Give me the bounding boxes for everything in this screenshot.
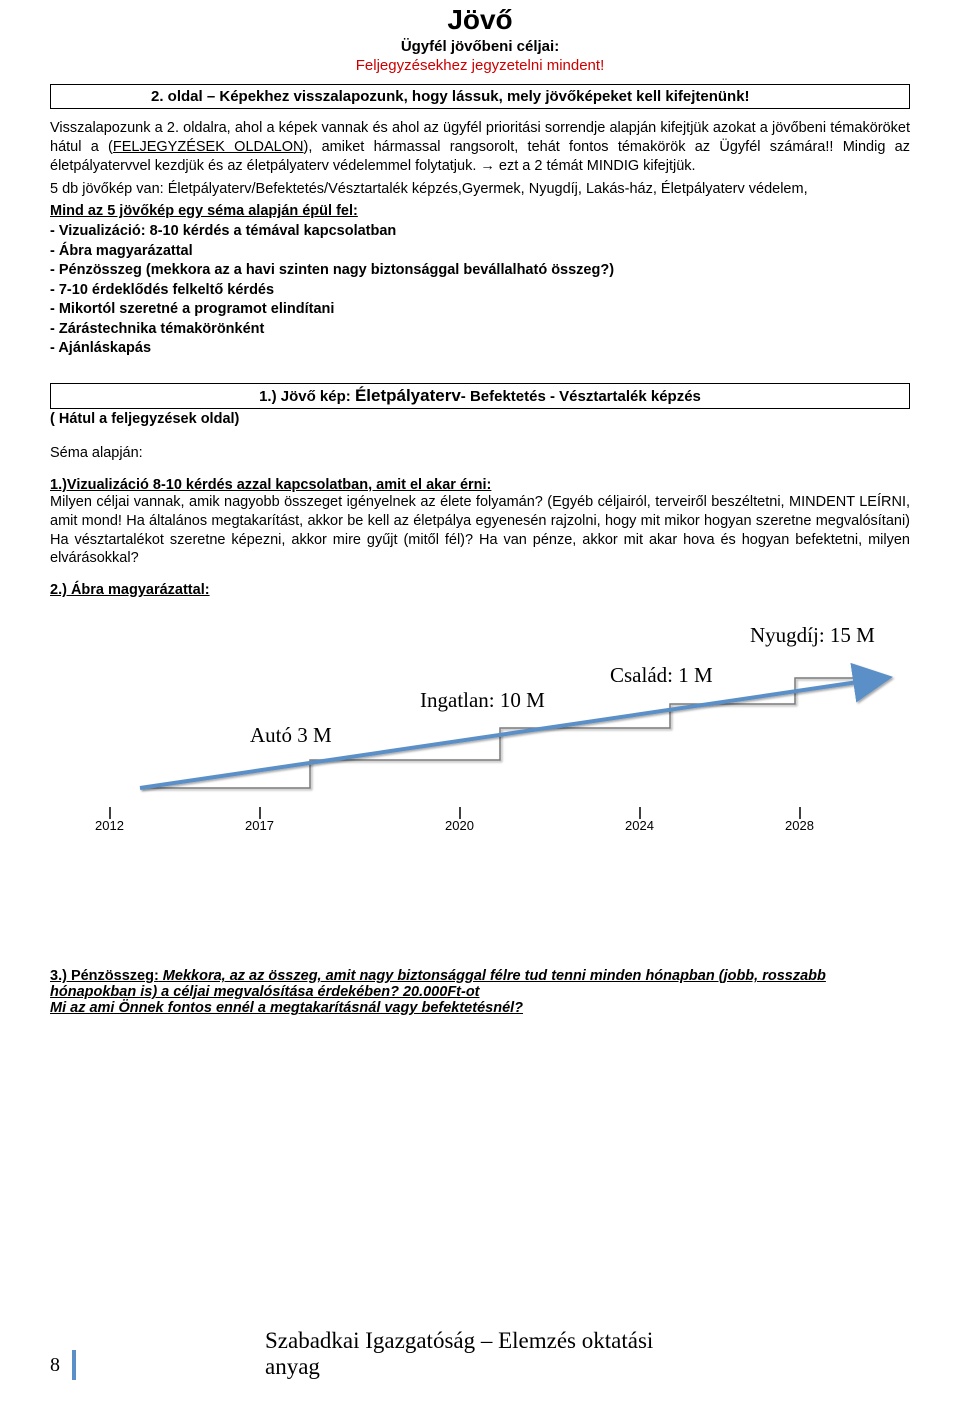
list-item: - Vizualizáció: 8-10 kérdés a témával ka… [50,223,396,239]
timeline-chart: Autó 3 M Ingatlan: 10 M Család: 1 M Nyug… [50,608,910,838]
axis-tick-label: 2012 [95,818,124,833]
schema-list: Mind az 5 jövőkép egy séma alapján épül … [50,202,910,359]
chart-step-label: Autó 3 M [250,723,332,748]
list-item: - Ajánláskapás [50,340,151,356]
chart-step-label: Nyugdíj: 15 M [750,623,875,648]
list-item: - 7-10 érdeklődés felkeltő kérdés [50,282,274,298]
footer-text: Szabadkai Igazgatóság – Elemzés oktatási… [265,1328,695,1380]
list-item: - Mikortól szeretné a programot elindíta… [50,301,334,317]
intro-paragraph: Visszalapozunk a 2. oldalra, ahol a képe… [50,119,910,176]
intro-text-c: ezt a 2 témát MINDIG kifejtjük. [495,158,696,174]
section-label-pre: 1.) Jövő kép: [259,388,355,405]
arrow-icon: → [480,158,495,174]
page-footer: 8 Szabadkai Igazgatóság – Elemzés oktatá… [50,1350,910,1380]
section-label-post: - Befektetés - Vésztartalék képzés [461,388,701,405]
axis-tick-label: 2028 [785,818,814,833]
section-heading-box: 1.) Jövő kép: Életpályaterv- Befektetés … [50,383,910,409]
list-heading: Mind az 5 jövőkép egy séma alapján épül … [50,203,358,219]
diagram-heading: 2.) Ábra magyarázattal: [50,582,910,598]
list-item: - Pénzösszeg (mekkora az a havi szinten … [50,262,614,278]
money-line2: Mi az ami Önnek fontos ennél a megtakarí… [50,1000,523,1016]
page-subtitle: Ügyfél jövőbeni céljai: [50,38,910,55]
money-lead: 3.) Pénzösszeg: [50,968,159,984]
section-label-main: Életpályaterv [355,386,461,405]
axis-tick-label: 2024 [625,818,654,833]
page-number: 8 [50,1350,76,1380]
axis-tick-label: 2020 [445,818,474,833]
schema-label: Séma alapján: [50,445,910,461]
money-question: Mekkora, az az összeg, amit nagy biztons… [50,968,826,1000]
intro-link: FELJEGYZÉSEK OLDALON [113,139,304,155]
list-item: - Ábra magyarázattal [50,243,193,259]
page-title: Jövő [50,0,910,36]
visualisation-body: Milyen céljai vannak, amik nagyobb össze… [50,493,910,568]
section-subnote: ( Hátul a feljegyzések oldal) [50,411,910,427]
chart-step-label: Család: 1 M [610,663,713,688]
money-section: 3.) Pénzösszeg: Mekkora, az az összeg, a… [50,968,910,1016]
instruction-box: 2. oldal – Képekhez visszalapozunk, hogy… [50,84,910,109]
list-item: - Zárástechnika témakörönként [50,321,264,337]
page-note: Feljegyzésekhez jegyzetelni mindent! [50,57,910,74]
chart-step-label: Ingatlan: 10 M [420,688,545,713]
axis-tick-label: 2017 [245,818,274,833]
visualisation-heading: 1.)Vizualizáció 8-10 kérdés azzal kapcso… [50,477,910,493]
intro-paragraph-2: 5 db jövőkép van: Életpályaterv/Befektet… [50,180,910,199]
intro-text-2: 5 db jövőkép van: Életpályaterv/Befektet… [50,181,808,197]
